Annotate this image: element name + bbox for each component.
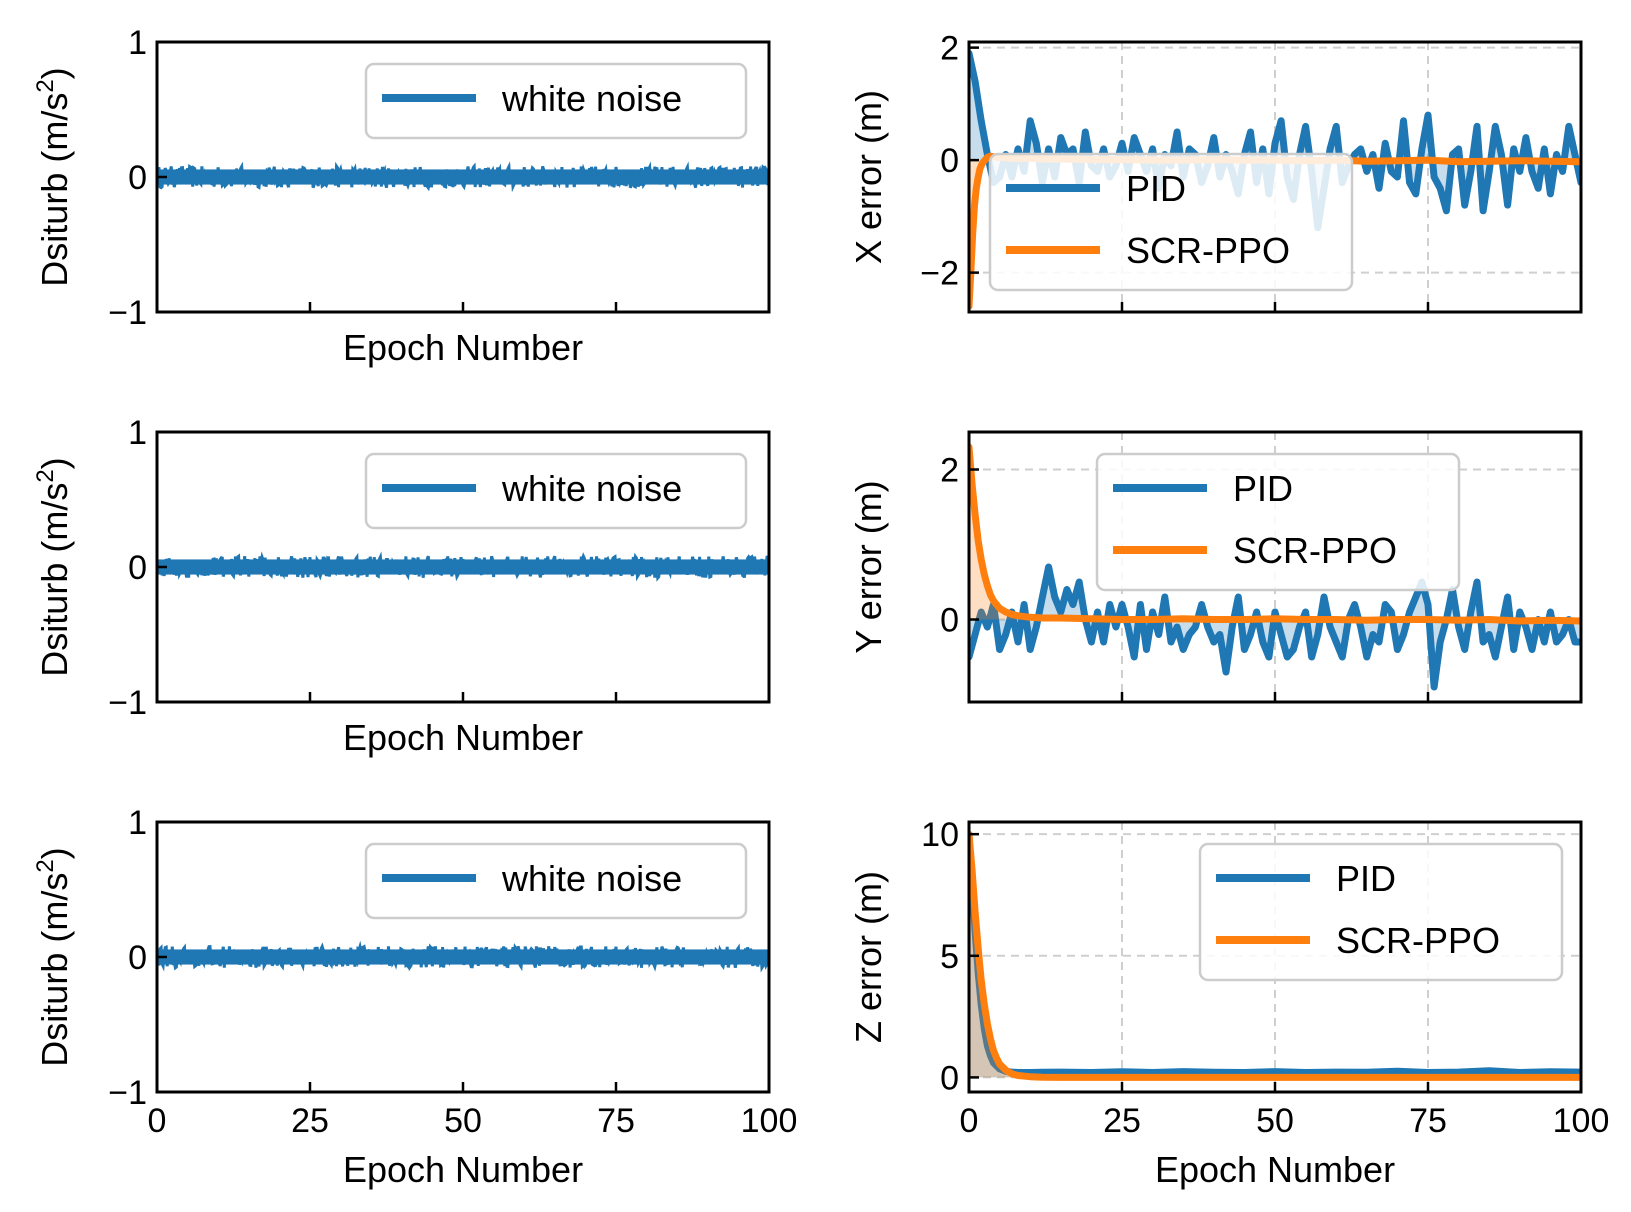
- legend-label: PID: [1126, 168, 1186, 209]
- legend-label: SCR-PPO: [1336, 920, 1500, 961]
- y-axis-label-base: Dsiturb (m/s: [34, 93, 75, 287]
- plot-area: [157, 551, 769, 582]
- y-tick-label: −1: [108, 684, 147, 722]
- plot-area: [157, 940, 769, 973]
- y-axis-label: X error (m): [848, 90, 889, 264]
- y-axis-label-tail: ): [34, 847, 75, 859]
- y-tick-label: 0: [940, 142, 959, 180]
- x-tick-label: 0: [960, 1102, 979, 1140]
- legend-box: [364, 62, 748, 140]
- x-tick-label: 25: [1103, 1102, 1141, 1140]
- y-tick-label: 1: [128, 804, 147, 842]
- plot-area: [157, 161, 769, 193]
- y-tick-label: 0: [128, 549, 147, 587]
- y-axis-label-base: Dsiturb (m/s: [34, 483, 75, 677]
- x-axis-label: Epoch Number: [343, 717, 583, 758]
- y-axis-label-tail: ): [34, 67, 75, 79]
- x-tick-label: 50: [444, 1102, 482, 1140]
- y-tick-label: 2: [940, 452, 959, 490]
- series-line-pid: [969, 830, 1581, 1076]
- legend: white noise: [364, 62, 748, 140]
- y-tick-label: −1: [108, 1074, 147, 1112]
- series-line-scr-ppo: [969, 830, 1581, 1081]
- legend: PID SCR-PPO: [1095, 452, 1461, 592]
- y-tick-label: 0: [128, 159, 147, 197]
- y-axis-label: Y error (m): [848, 480, 889, 653]
- y-axis-label: Dsiturb (m/s2): [32, 457, 75, 676]
- plot-area: [969, 830, 1581, 1081]
- legend-label: SCR-PPO: [1233, 530, 1397, 571]
- y-axis-label-sup: 2: [32, 859, 59, 872]
- y-axis-label-sup: 2: [32, 469, 59, 482]
- chart-panel-disturbance-y: −1 0 1 Epoch Number Dsiturb (m/s2) white nois…: [32, 414, 771, 758]
- y-tick-label: 0: [940, 602, 959, 640]
- x-tick-label: 25: [291, 1102, 329, 1140]
- y-tick-label: 0: [940, 1059, 959, 1097]
- legend-label: SCR-PPO: [1126, 230, 1290, 271]
- x-tick-label: 100: [741, 1102, 798, 1140]
- legend-box: [364, 842, 748, 920]
- legend-label: white noise: [501, 468, 682, 509]
- y-tick-label: −1: [108, 294, 147, 332]
- y-axis-label-base: Dsiturb (m/s: [34, 873, 75, 1067]
- legend-label: white noise: [501, 78, 682, 119]
- series-line-pid: [969, 49, 1581, 232]
- x-axis-label: Epoch Number: [343, 327, 583, 368]
- legend-label: PID: [1336, 858, 1396, 899]
- legend-box: [364, 452, 748, 530]
- series-line-white-noise: [157, 161, 769, 193]
- x-tick-label: 75: [1409, 1102, 1447, 1140]
- y-axis-label-tail: ): [34, 457, 75, 469]
- series-line-white-noise: [157, 551, 769, 582]
- legend: PID SCR-PPO: [1198, 842, 1564, 982]
- x-tick-label: 75: [597, 1102, 635, 1140]
- x-axis-label: Epoch Number: [1155, 1149, 1395, 1190]
- plot-area: [969, 443, 1581, 691]
- x-tick-label: 50: [1256, 1102, 1294, 1140]
- x-tick-label: 0: [148, 1102, 167, 1140]
- series-line-scr-ppo: [969, 443, 1581, 625]
- y-axis-label: Dsiturb (m/s2): [32, 67, 75, 286]
- y-axis-label: Z error (m): [848, 871, 889, 1043]
- y-axis-label: Dsiturb (m/s2): [32, 847, 75, 1066]
- legend: white noise: [364, 842, 748, 920]
- legend: white noise: [364, 452, 748, 530]
- series-line-pid: [969, 563, 1581, 691]
- chart-panel-disturbance-x: −1 0 1 Epoch Number Dsiturb (m/s2) white nois…: [32, 24, 771, 368]
- y-tick-label: 10: [921, 816, 959, 854]
- y-tick-label: 0: [128, 939, 147, 977]
- x-axis-label: Epoch Number: [343, 1149, 583, 1190]
- y-tick-label: 2: [940, 30, 959, 68]
- chart-panel-error-z: 0 25 50 75 100 0 5 10 Epoch Number Z error (m) PID…: [848, 816, 1609, 1190]
- y-tick-label: 5: [940, 938, 959, 976]
- y-tick-label: 1: [128, 24, 147, 62]
- chart-panel-error-y: 0 2 Y error (m) PID SCR-PPO: [848, 430, 1583, 704]
- legend-label: white noise: [501, 858, 682, 899]
- legend-label: PID: [1233, 468, 1293, 509]
- legend: PID SCR-PPO: [988, 152, 1354, 292]
- series-line-white-noise: [157, 940, 769, 973]
- chart-panel-error-x: −2 0 2 X error (m) PID SCR-PPO: [848, 30, 1583, 314]
- x-tick-label: 100: [1553, 1102, 1610, 1140]
- y-axis-label-sup: 2: [32, 79, 59, 92]
- y-tick-label: 1: [128, 414, 147, 452]
- y-tick-label: −2: [920, 255, 959, 293]
